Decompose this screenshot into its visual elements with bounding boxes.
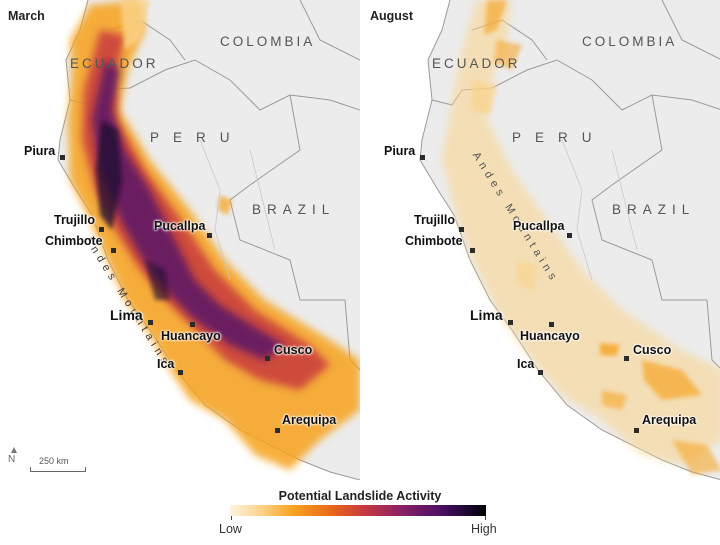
ocean bbox=[0, 0, 360, 480]
city-marker-cusco bbox=[265, 356, 270, 361]
country-label-brazil: BRAZIL bbox=[252, 202, 336, 217]
city-marker-arequipa bbox=[634, 428, 639, 433]
legend-tick-high bbox=[485, 516, 486, 520]
city-label-piura: Piura bbox=[384, 144, 416, 158]
city-label-trujillo: Trujillo bbox=[54, 213, 95, 227]
landslide-activity-august bbox=[442, 0, 720, 475]
city-marker-pucallpa bbox=[567, 233, 572, 238]
country-label-ecuador: ECUADOR bbox=[432, 56, 521, 71]
scale-bar-label: 250 km bbox=[39, 456, 69, 466]
country-label-ecuador: ECUADOR bbox=[70, 56, 159, 71]
city-label-huancayo: Huancayo bbox=[520, 329, 580, 343]
city-label-pucallpa: Pucallpa bbox=[154, 219, 206, 233]
country-label-peru: PERU bbox=[150, 130, 244, 145]
city-label-lima: Lima bbox=[110, 307, 143, 323]
city-marker-piura bbox=[60, 155, 65, 160]
city-label-ica: Ica bbox=[157, 357, 175, 371]
scale-bar: 250 km bbox=[30, 456, 86, 472]
city-label-cusco: Cusco bbox=[633, 343, 672, 357]
city-label-chimbote: Chimbote bbox=[405, 234, 463, 248]
ocean bbox=[362, 0, 720, 480]
city-label-pucallpa: Pucallpa bbox=[513, 219, 565, 233]
city-label-trujillo: Trujillo bbox=[414, 213, 455, 227]
map-graphic-august bbox=[362, 0, 720, 480]
city-marker-lima bbox=[508, 320, 513, 325]
city-marker-ica bbox=[538, 370, 543, 375]
rivers bbox=[561, 139, 638, 281]
city-marker-pucallpa bbox=[207, 233, 212, 238]
city-marker-trujillo bbox=[99, 227, 104, 232]
legend-title: Potential Landslide Activity bbox=[278, 489, 442, 503]
city-marker-chimbote bbox=[111, 248, 116, 253]
landslide-activity-march bbox=[68, 0, 360, 470]
city-label-cusco: Cusco bbox=[274, 343, 313, 357]
country-label-peru: PERU bbox=[512, 130, 606, 145]
city-marker-huancayo bbox=[549, 322, 554, 327]
country-label-brazil: BRAZIL bbox=[612, 202, 696, 217]
legend-tick-low bbox=[231, 516, 232, 520]
month-label: August bbox=[370, 9, 414, 23]
city-marker-huancayo bbox=[190, 322, 195, 327]
city-marker-cusco bbox=[624, 356, 629, 361]
city-label-arequipa: Arequipa bbox=[642, 413, 697, 427]
city-label-arequipa: Arequipa bbox=[282, 413, 337, 427]
map-panel-august: August COLOMBIA ECUADOR PERU BRAZIL Ande… bbox=[362, 0, 720, 480]
city-label-ica: Ica bbox=[517, 357, 535, 371]
city-marker-trujillo bbox=[459, 227, 464, 232]
map-panel-march: March COLOMBIA ECUADOR PERU BRAZIL Andes… bbox=[0, 0, 360, 480]
month-label: March bbox=[8, 9, 45, 23]
city-marker-piura bbox=[420, 155, 425, 160]
rivers bbox=[199, 139, 276, 281]
city-marker-ica bbox=[178, 370, 183, 375]
legend-color-ramp bbox=[230, 505, 486, 516]
city-label-lima: Lima bbox=[470, 307, 503, 323]
legend-label-high: High bbox=[471, 522, 497, 536]
north-arrow-icon: N bbox=[8, 447, 17, 465]
city-marker-chimbote bbox=[470, 248, 475, 253]
city-marker-arequipa bbox=[275, 428, 280, 433]
scale-bar-line bbox=[30, 467, 86, 472]
country-label-colombia: COLOMBIA bbox=[220, 34, 316, 49]
city-label-chimbote: Chimbote bbox=[45, 234, 103, 248]
country-label-colombia: COLOMBIA bbox=[582, 34, 678, 49]
map-graphic-march bbox=[0, 0, 360, 480]
legend-label-low: Low bbox=[219, 522, 242, 536]
north-arrow-label: N bbox=[8, 454, 16, 465]
city-marker-lima bbox=[148, 320, 153, 325]
city-label-piura: Piura bbox=[24, 144, 56, 158]
city-label-huancayo: Huancayo bbox=[161, 329, 221, 343]
